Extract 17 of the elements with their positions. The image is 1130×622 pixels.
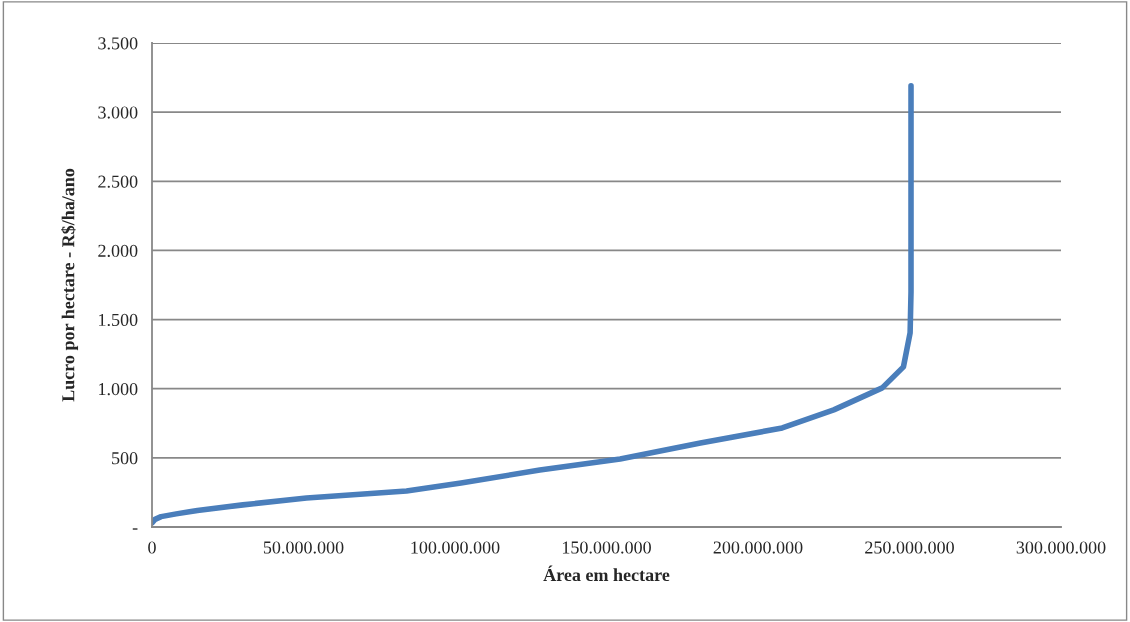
y-tick-label: 1.000	[99, 382, 138, 396]
x-axis-title: Área em hectare	[543, 565, 670, 582]
x-tick-label: 300.000.000	[1016, 541, 1106, 554]
x-tick-label: 100.000.000	[411, 541, 500, 554]
x-tick-label: 150.000.000	[562, 541, 651, 554]
x-tick-label: 250.000.000	[865, 541, 954, 554]
y-tick-label: 500	[112, 452, 138, 465]
x-tick-label: 50.000.000	[263, 541, 344, 554]
x-tick-label: 200.000.000	[713, 541, 803, 554]
y-axis-title: Lucro por hectare - R$/ha/ano	[61, 168, 79, 402]
y-tick-label: 2.500	[98, 175, 138, 188]
x-tick-label: 0	[148, 541, 156, 554]
y-tick-label: -	[132, 528, 138, 530]
y-tick-label: 1.500	[99, 313, 138, 327]
y-tick-label: 2.000	[98, 244, 138, 257]
y-tick-label: 3.000	[98, 106, 138, 119]
y-tick-label: 3.500	[98, 37, 138, 50]
